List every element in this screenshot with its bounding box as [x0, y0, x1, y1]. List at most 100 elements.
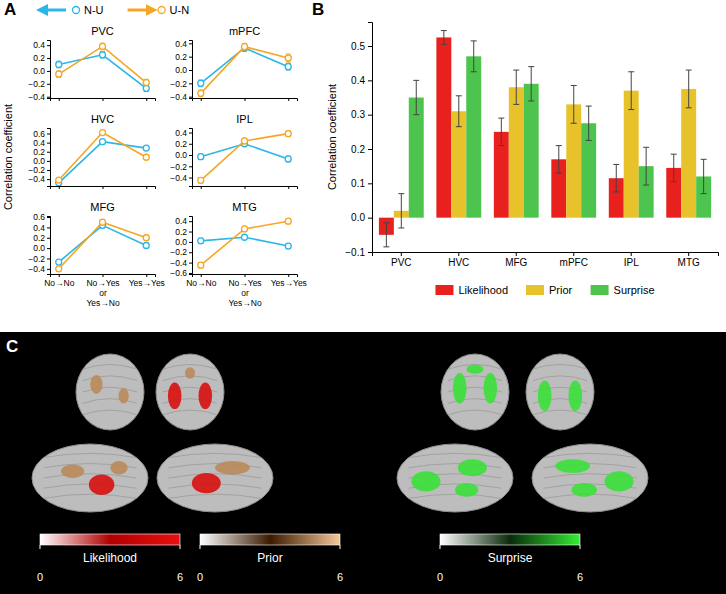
- tick: MFG: [505, 252, 527, 268]
- legend: N-UU-N: [42, 4, 189, 16]
- tick: 0.6: [33, 129, 50, 139]
- tick: −0.1: [345, 247, 372, 258]
- legend-arrow: [42, 9, 66, 12]
- point: [56, 61, 62, 67]
- error-bar: [198, 178, 203, 184]
- point: [56, 177, 62, 183]
- tick-mark: [368, 252, 372, 253]
- series-line: [201, 134, 289, 181]
- tick-label: −0.2: [170, 162, 187, 172]
- point: [285, 218, 291, 224]
- tick: [245, 98, 246, 101]
- x-axis: [193, 186, 298, 189]
- error-bar: [242, 43, 247, 50]
- tick-label: MFG: [505, 257, 527, 268]
- error-bar: [242, 45, 247, 52]
- subplot: HVC −0.4−0.20.00.20.40.6: [28, 113, 155, 189]
- brain-gyrus: [544, 453, 637, 457]
- tick-label: 0.0: [175, 65, 187, 75]
- tick: HVC: [448, 252, 469, 268]
- y-axis: −0.4−0.20.00.20.40.6: [28, 129, 50, 187]
- brain-render: [532, 444, 648, 512]
- tick: Yes→Yes: [129, 274, 165, 288]
- tick: 0.0: [33, 243, 50, 253]
- brain-surface: [441, 354, 509, 430]
- tick-mark: [47, 45, 50, 46]
- tick-mark: [631, 252, 632, 256]
- tick-mark: [189, 97, 192, 98]
- brain-gyrus: [44, 453, 137, 457]
- tick-label: −0.2: [170, 79, 187, 89]
- tick-label: 0.4: [175, 216, 187, 226]
- tick: [288, 98, 289, 101]
- point: [285, 243, 291, 249]
- tick-label: MTG: [678, 257, 700, 268]
- tick-mark: [368, 115, 372, 116]
- y-axis: −0.6−0.4−0.20.00.20.4: [170, 216, 192, 278]
- axis-line: [51, 187, 156, 190]
- error-bar: [398, 194, 404, 228]
- error-bar: [286, 54, 291, 62]
- axis-line: [51, 99, 156, 102]
- series-line: [59, 142, 147, 183]
- tick-label: −0.2: [170, 247, 187, 257]
- error-bar: [144, 79, 149, 85]
- axis-line: [368, 23, 373, 253]
- tick-mark: [59, 186, 60, 189]
- tick-label: 0.6: [33, 129, 45, 139]
- error-bar: [198, 238, 203, 243]
- tick: 0.5: [351, 41, 372, 52]
- tick-mark: [201, 186, 202, 189]
- axis-line: [189, 41, 193, 99]
- axis-line: [193, 99, 298, 102]
- tick-mark: [189, 133, 192, 134]
- bar: [466, 56, 481, 217]
- error-bar: [144, 146, 149, 151]
- brain-gyrus: [83, 410, 137, 415]
- subplot-title: MTG: [232, 201, 256, 213]
- x-axis: [51, 186, 156, 189]
- error-bar: [413, 80, 419, 114]
- point: [285, 64, 291, 70]
- tick-mark: [47, 170, 50, 171]
- tick-mark: [189, 83, 192, 84]
- tick: No→YesorYes→No: [86, 274, 120, 308]
- tick: [103, 186, 104, 189]
- tick-label: −0.4: [170, 173, 187, 183]
- error-bar: [286, 131, 291, 137]
- tick-label: 0.4: [33, 138, 45, 148]
- tick: 0.2: [33, 233, 50, 243]
- error-bar: [56, 61, 61, 67]
- tick: MTG: [678, 252, 700, 268]
- brain-render: [526, 354, 594, 430]
- activation-blob: [192, 473, 221, 493]
- tick: IPL: [624, 252, 639, 268]
- brain-render: [441, 354, 509, 430]
- tick: −0.2: [28, 254, 50, 264]
- bar: [451, 111, 466, 217]
- error-bar: [56, 266, 61, 271]
- error-bar: [286, 156, 291, 162]
- series-line: [59, 46, 147, 82]
- activation-blob: [538, 381, 552, 411]
- tick: 0.4: [33, 138, 50, 148]
- tick: [59, 186, 60, 189]
- tick-mark: [189, 166, 192, 167]
- tick-label: No→No: [186, 278, 217, 288]
- brain-gyrus: [409, 494, 502, 498]
- tick-label: −0.4: [170, 92, 187, 102]
- activation-blob: [185, 367, 195, 378]
- tick-label: 0.3: [351, 109, 365, 120]
- tick-mark: [189, 144, 192, 145]
- axis-line: [373, 253, 719, 257]
- tick-mark: [47, 143, 50, 144]
- subplot-title: HVC: [91, 113, 114, 125]
- tick-mark: [180, 545, 181, 549]
- error-bar: [100, 52, 105, 58]
- plot-area: [56, 219, 150, 272]
- tick-label: 0.2: [33, 53, 45, 63]
- legend-label: U-N: [170, 4, 190, 16]
- tick-mark: [47, 152, 50, 153]
- tick-label: 0.0: [175, 237, 187, 247]
- error-bar: [198, 90, 203, 97]
